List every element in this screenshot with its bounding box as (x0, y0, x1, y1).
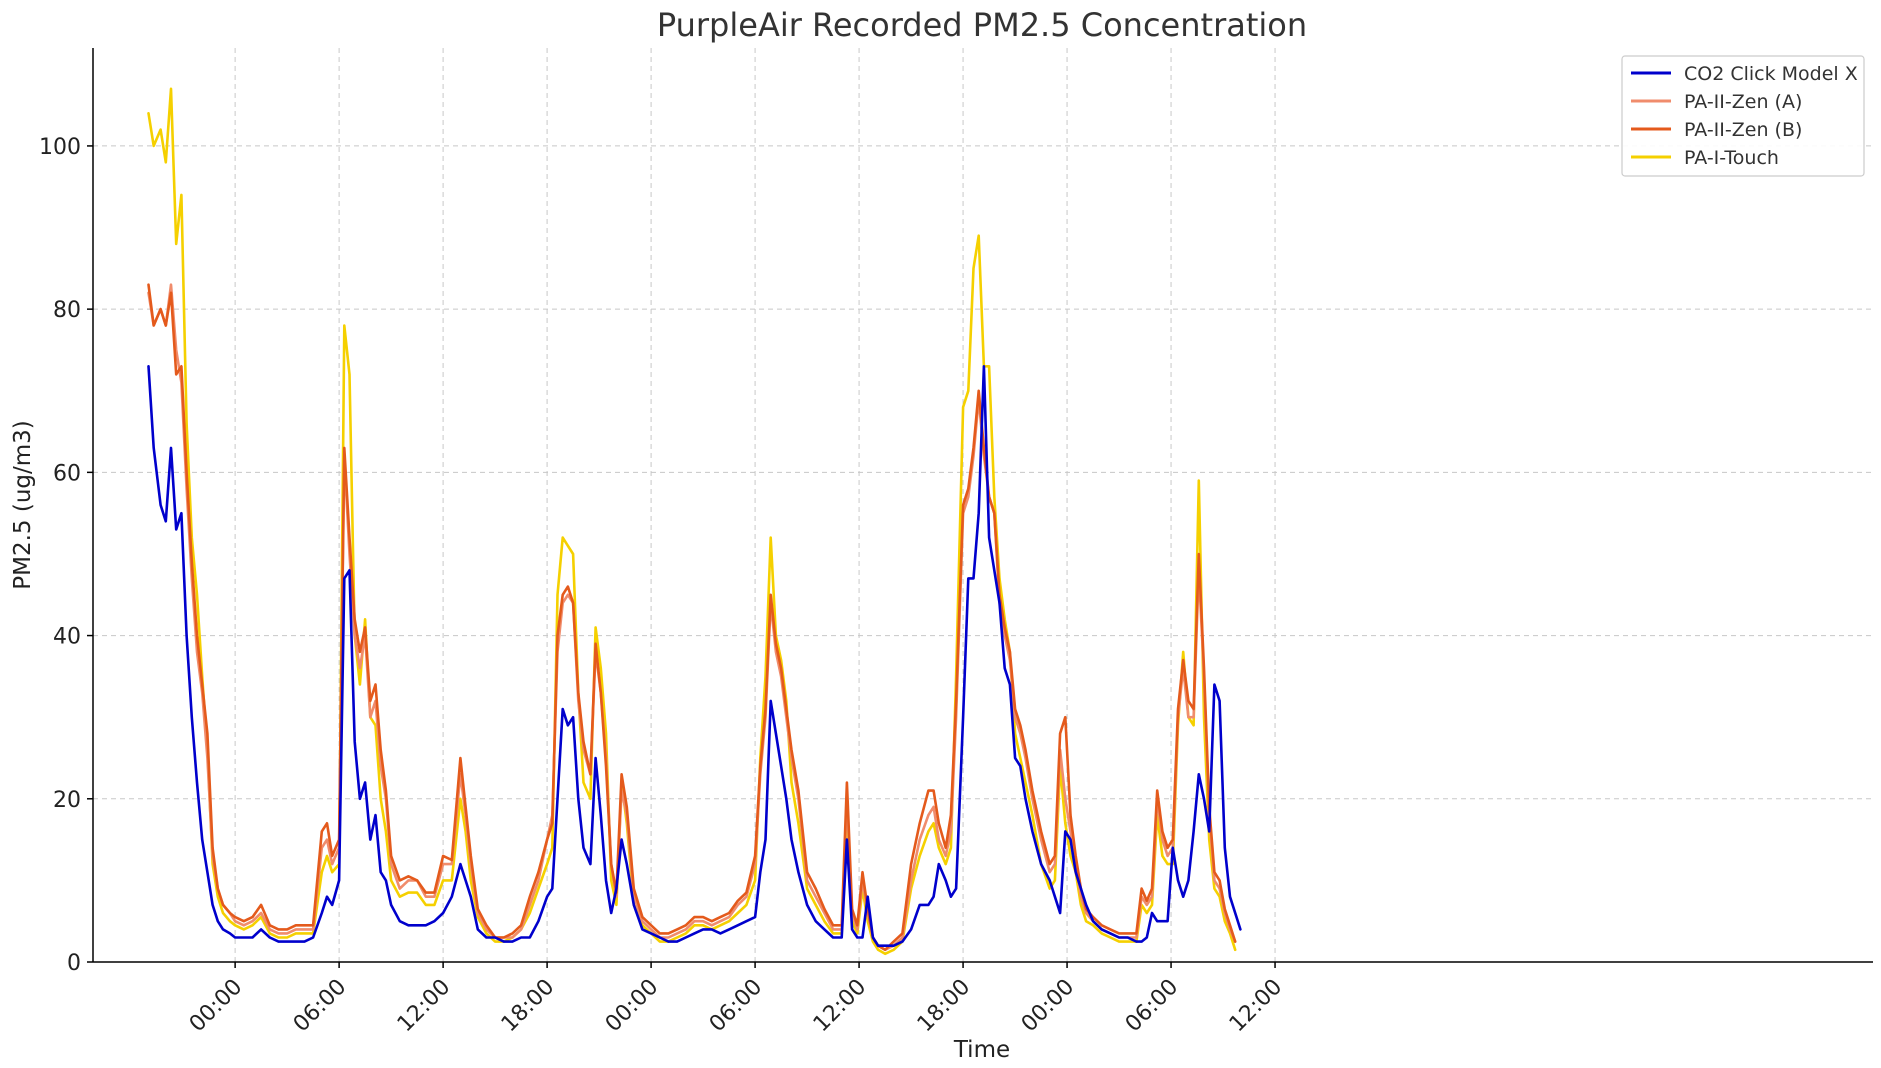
x-tick-label: 00:00 (1017, 975, 1080, 1038)
x-tick-label: 00:00 (185, 975, 248, 1038)
y-tick-label: 100 (39, 135, 81, 160)
series-line-pa-ii-zen-a (147, 283, 1237, 952)
x-tick-label: 06:00 (1121, 975, 1184, 1038)
legend-label: PA-II-Zen (A) (1684, 91, 1802, 113)
gridlines (93, 48, 1873, 962)
y-tick-label: 20 (53, 788, 81, 813)
x-tick-label: 12:00 (809, 975, 872, 1038)
y-tick-label: 80 (53, 298, 81, 323)
series-line-pa-ii-zen-b (147, 283, 1237, 952)
series-line-co2-click-model-x (147, 364, 1242, 948)
x-tick-label: 06:00 (289, 975, 352, 1038)
legend-label: CO2 Click Model X (1684, 63, 1858, 85)
x-tick-label: 12:00 (1225, 975, 1288, 1038)
y-axis-title: PM2.5 (ug/m3) (10, 420, 36, 590)
tick-labels: 0 20 40 60 80 100 00:00 06:00 12:00 18:00 00:00 06:… (39, 135, 1287, 1037)
x-tick-label: 00:00 (601, 975, 664, 1038)
y-tick-label: 60 (53, 461, 81, 486)
y-tick-label: 40 (53, 625, 81, 650)
series-layer (147, 87, 1242, 956)
legend-label: PA-II-Zen (B) (1684, 119, 1802, 141)
x-tick-label: 12:00 (393, 975, 456, 1038)
x-tick-label: 06:00 (705, 975, 768, 1038)
x-tick-label: 18:00 (913, 975, 976, 1038)
legend-label: PA-I-Touch (1684, 147, 1779, 169)
x-tick-label: 18:00 (497, 975, 560, 1038)
y-tick-label: 0 (67, 951, 81, 976)
chart-title: PurpleAir Recorded PM2.5 Concentration (657, 6, 1307, 44)
series-line-pa-i-touch (147, 87, 1237, 956)
legend-box (1621, 55, 1865, 177)
axes (92, 48, 1873, 963)
legend: CO2 Click Model X PA-II-Zen (A) PA-II-Zen … (1621, 55, 1865, 177)
x-axis-title: Time (953, 1037, 1010, 1063)
